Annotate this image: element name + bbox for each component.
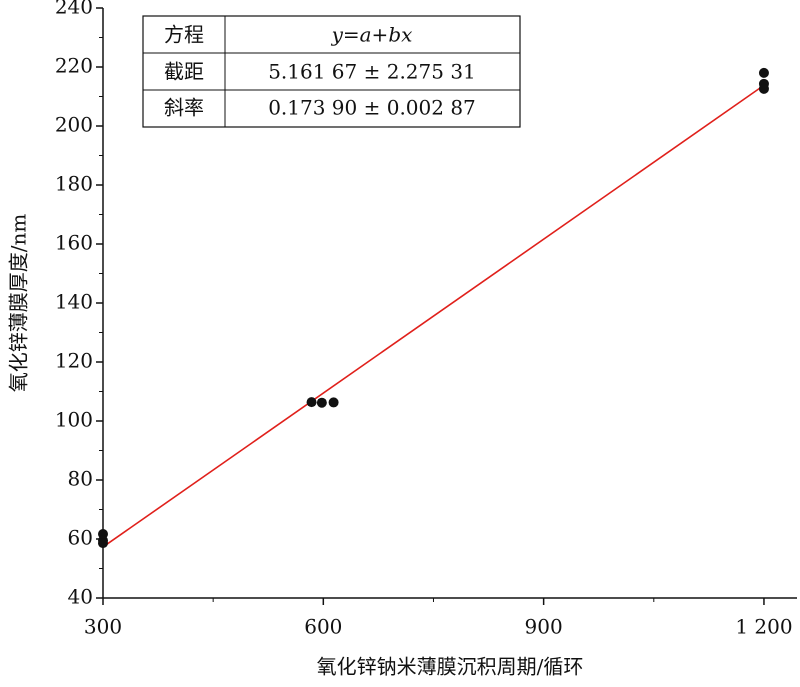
data-point <box>758 83 769 94</box>
table-cell: 5.161 67 ± 2.275 31 <box>268 60 476 84</box>
y-tick-label: 40 <box>68 585 93 609</box>
data-point <box>98 538 108 549</box>
y-tick-label: 180 <box>55 172 93 196</box>
table-cell: 截距 <box>164 60 204 84</box>
table-cell: 斜率 <box>164 96 204 120</box>
x-tick-label: 1 200 <box>735 615 792 639</box>
y-tick-label: 100 <box>55 408 93 432</box>
data-point <box>306 397 317 408</box>
y-tick-label: 80 <box>68 467 93 491</box>
x-tick-label: 900 <box>525 615 563 639</box>
y-tick-label: 60 <box>68 526 93 550</box>
fit-line <box>102 84 765 548</box>
data-point <box>316 397 327 408</box>
table-border <box>142 15 521 128</box>
x-tick-label: 600 <box>304 615 342 639</box>
y-tick-label: 120 <box>55 349 93 373</box>
y-tick-label: 160 <box>55 231 93 255</box>
table-cell: y=a+bx <box>331 23 413 47</box>
y-tick-label: 240 <box>55 0 93 19</box>
data-point <box>328 397 339 408</box>
x-axis-label: 氧化锌钠米薄膜沉积周期/循环 <box>317 655 584 679</box>
y-axis-label: 氧化锌薄膜厚度/nm <box>7 214 31 393</box>
table-cell: 0.173 90 ± 0.002 87 <box>268 96 476 120</box>
data-point <box>758 67 769 78</box>
y-tick-label: 140 <box>55 290 93 314</box>
table-cell: 方程 <box>164 23 204 47</box>
y-tick-label: 200 <box>55 113 93 137</box>
fit-table: 方程 y=a+bx 截距 5.161 67 ± 2.275 31 斜率 0.17… <box>142 15 521 128</box>
y-tick-label: 220 <box>55 54 93 78</box>
x-tick-label: 300 <box>84 615 122 639</box>
